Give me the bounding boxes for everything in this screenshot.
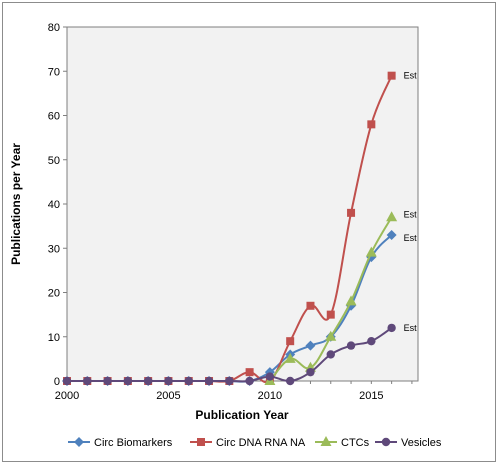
data-point [386,229,397,240]
y-tick-label: 40 [48,199,60,211]
legend-item: Vesicles [375,437,442,449]
data-point [285,376,295,386]
data-point [184,376,193,386]
data-point [306,301,315,310]
data-point [345,295,357,306]
data-point [387,71,396,80]
data-point [365,246,377,257]
legend-marker [197,438,205,446]
plot-area [66,26,419,382]
data-point [305,340,316,351]
legend-item: Circ DNA RNA NA [190,437,306,449]
data-point [164,376,173,386]
legend-marker [320,436,332,446]
y-tick-label: 60 [48,111,60,123]
legend-label: Vesicles [401,437,442,449]
series-end-label: Est [404,71,418,81]
data-point [62,376,72,386]
data-point [245,376,254,386]
data-point [103,376,112,386]
y-tick-label: 80 [48,22,60,34]
data-point [306,367,315,377]
data-point [387,323,396,333]
x-tick-label: 2015 [359,390,383,402]
series-vesicles: Est [62,323,418,386]
data-point [326,350,335,359]
legend-label: Circ DNA RNA NA [216,437,306,449]
legend-label: CTCs [341,437,370,449]
y-tick-label: 70 [48,66,60,78]
legend-marker [74,437,84,447]
data-point [326,310,335,319]
data-point [123,376,133,386]
series-end-label: Est [404,233,418,243]
data-point [265,372,275,381]
legend-label: Circ Biomarkers [94,437,173,449]
data-point [143,376,153,386]
y-tick-label: 0 [54,376,60,388]
data-point [204,376,214,386]
y-tick-label: 20 [48,288,60,300]
legend-item: CTCs [315,436,370,449]
legend-item: Circ Biomarkers [68,437,173,449]
data-point [347,208,356,217]
data-point [367,120,376,129]
data-point [346,341,356,350]
data-point [367,336,376,346]
data-point [284,352,296,363]
data-point [245,368,254,377]
x-tick-label: 2005 [156,390,180,402]
series-layer: Est Est Est Est [62,71,417,386]
data-point [225,376,234,386]
y-tick-label: 50 [48,155,60,167]
y-axis-title: Publications per Year [9,143,23,265]
y-tick-label: 30 [48,243,60,255]
legend-marker [381,437,391,447]
x-tick-label: 2000 [55,390,79,402]
x-tick-label: 2010 [258,390,282,402]
series-end-label: Est [404,323,418,333]
axes: 0 10 20 30 40 50 60 70 80 2000 2005 2010 2015 [48,22,413,402]
data-point [325,330,337,341]
data-point [286,337,295,346]
legend: Circ Biomarkers Circ DNA RNA NA CTCs Vesicl… [68,436,442,449]
series-end-label: Est [404,209,418,219]
data-point [83,376,92,386]
x-axis-title: Publication Year [195,408,288,422]
data-point [386,211,398,222]
y-tick-label: 10 [48,332,60,344]
